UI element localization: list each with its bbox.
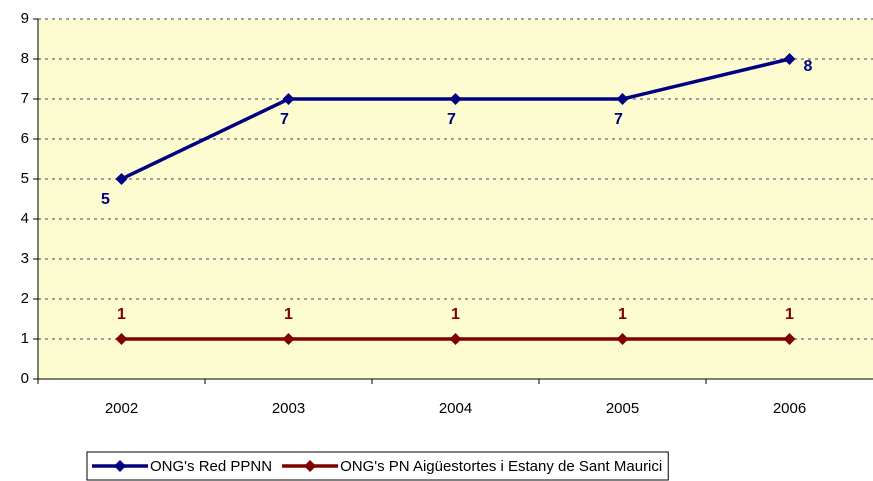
- y-tick-label: 6: [21, 130, 29, 147]
- y-tick-label: 0: [21, 370, 29, 387]
- data-label: 1: [618, 306, 627, 323]
- y-tick-label: 8: [21, 50, 29, 67]
- marker: [783, 333, 796, 345]
- y-tick-label: 1: [21, 330, 29, 347]
- y-tick-label: 9: [21, 10, 29, 27]
- data-label: 1: [284, 306, 293, 323]
- marker: [304, 460, 317, 472]
- data-label: 1: [785, 306, 794, 323]
- plot-area: [38, 19, 873, 379]
- legend-label: ONG's Red PPNN: [150, 458, 272, 475]
- data-label: 5: [101, 191, 110, 208]
- data-label: 1: [117, 306, 126, 323]
- x-tick-label: 2003: [272, 400, 305, 417]
- data-label: 1: [451, 306, 460, 323]
- data-label: 7: [280, 111, 289, 128]
- marker: [449, 333, 462, 345]
- legend-label: ONG's PN Aigüestortes i Estany de Sant M…: [340, 458, 662, 475]
- y-tick-label: 5: [21, 170, 29, 187]
- marker: [616, 333, 629, 345]
- marker: [783, 53, 796, 65]
- y-tick-label: 2: [21, 290, 29, 307]
- y-tick-label: 4: [21, 210, 29, 227]
- data-label: 7: [614, 111, 623, 128]
- data-label: 7: [447, 111, 456, 128]
- x-tick-label: 2006: [773, 400, 806, 417]
- marker: [114, 460, 126, 472]
- x-tick-label: 2002: [105, 400, 138, 417]
- x-tick-label: 2005: [606, 400, 639, 417]
- legend-box: [86, 451, 669, 481]
- marker: [449, 93, 462, 105]
- y-tick-label: 7: [21, 90, 29, 107]
- marker: [115, 173, 128, 185]
- data-label: 8: [804, 58, 813, 75]
- marker: [616, 93, 629, 105]
- marker: [282, 333, 295, 345]
- marker: [115, 333, 128, 345]
- y-tick-label: 3: [21, 250, 29, 267]
- x-tick-label: 2004: [439, 400, 472, 417]
- marker: [282, 93, 295, 105]
- legend: ONG's Red PPNN ONG's PN Aigüestortes i Es…: [86, 451, 669, 481]
